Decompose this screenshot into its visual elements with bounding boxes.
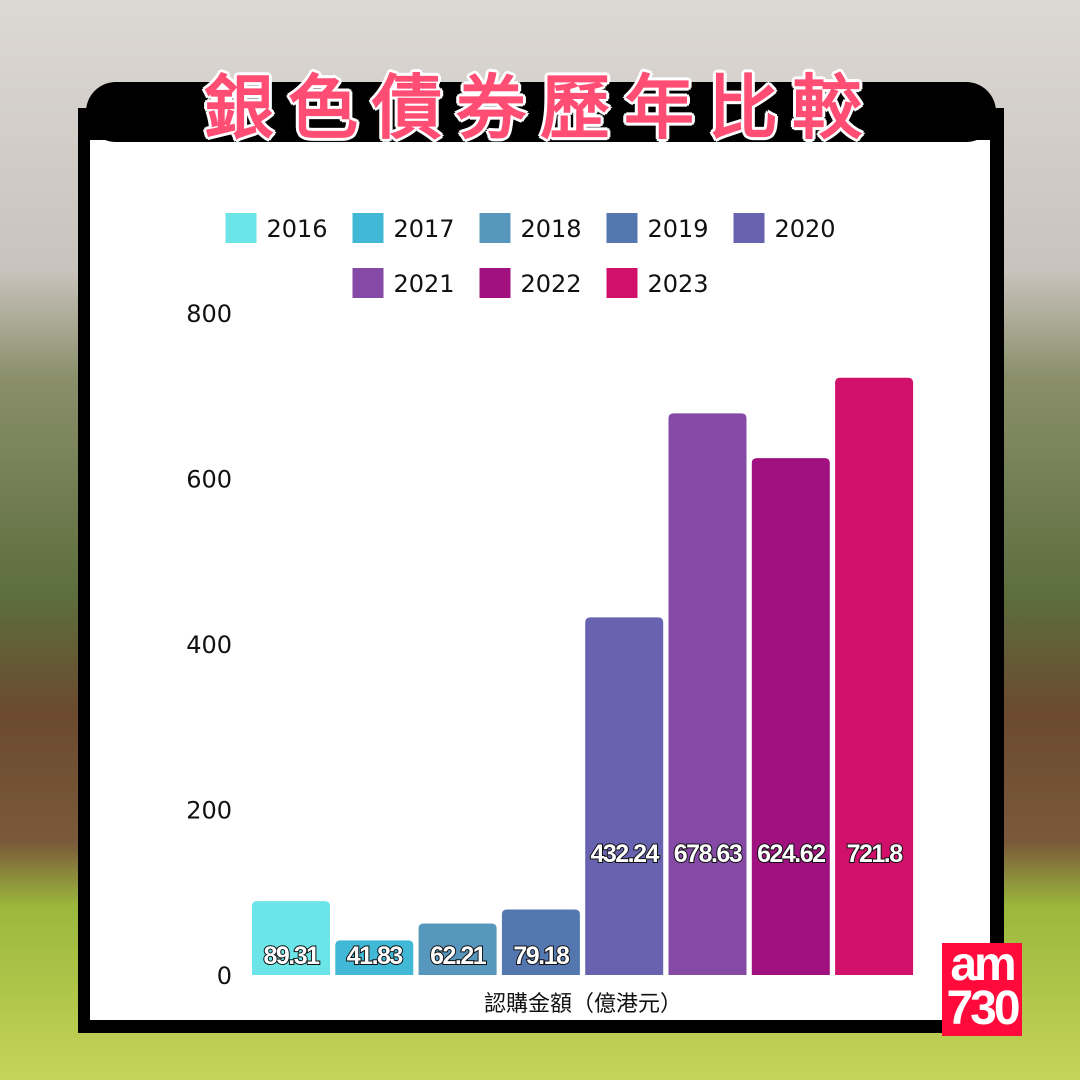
data-label: 432.24 — [590, 840, 659, 868]
legend-label: 2019 — [648, 215, 709, 243]
data-label: 678.63 — [674, 840, 742, 868]
bar-2021 — [668, 413, 747, 975]
bar-2017 — [335, 940, 414, 975]
legend-label: 2022 — [521, 270, 582, 298]
bar-2019 — [501, 909, 580, 975]
legend-swatch — [479, 213, 511, 243]
legend-swatch — [606, 213, 638, 243]
legend-label: 2017 — [394, 215, 455, 243]
bar-2023 — [835, 377, 914, 975]
bar-2016 — [252, 901, 330, 975]
data-label: 89.31 — [263, 942, 320, 970]
bar-2022 — [751, 458, 830, 975]
legend-swatch — [479, 268, 511, 298]
data-label: 41.83 — [347, 942, 403, 970]
data-label: 721.8 — [847, 840, 904, 868]
data-label: 624.62 — [757, 840, 825, 868]
legend-label: 2020 — [775, 215, 836, 243]
data-label: 79.18 — [513, 942, 570, 970]
legend-label: 2021 — [394, 270, 455, 298]
legend-swatch — [733, 213, 765, 243]
am730-logo: am 730 — [942, 941, 1022, 1036]
title-bar — [86, 82, 996, 142]
legend-label: 2018 — [521, 215, 582, 243]
page-title: 銀色債券歷年比較 — [204, 67, 876, 149]
bar-2020 — [585, 617, 664, 975]
x-axis-label: 認購金額（億港元） — [484, 992, 682, 1017]
y-tick-label: 200 — [186, 797, 232, 825]
legend-label: 2023 — [648, 270, 709, 298]
legend-swatch — [225, 213, 257, 243]
bar-2018 — [418, 923, 497, 975]
y-tick-label: 400 — [186, 631, 232, 659]
y-tick-label: 0 — [217, 962, 232, 990]
y-tick-label: 600 — [186, 466, 232, 494]
legend-label: 2016 — [267, 215, 328, 243]
data-label: 62.21 — [430, 942, 487, 970]
legend-swatch — [606, 268, 638, 298]
legend-swatch — [352, 268, 384, 298]
legend-swatch — [352, 213, 384, 243]
y-tick-label: 800 — [186, 300, 232, 328]
